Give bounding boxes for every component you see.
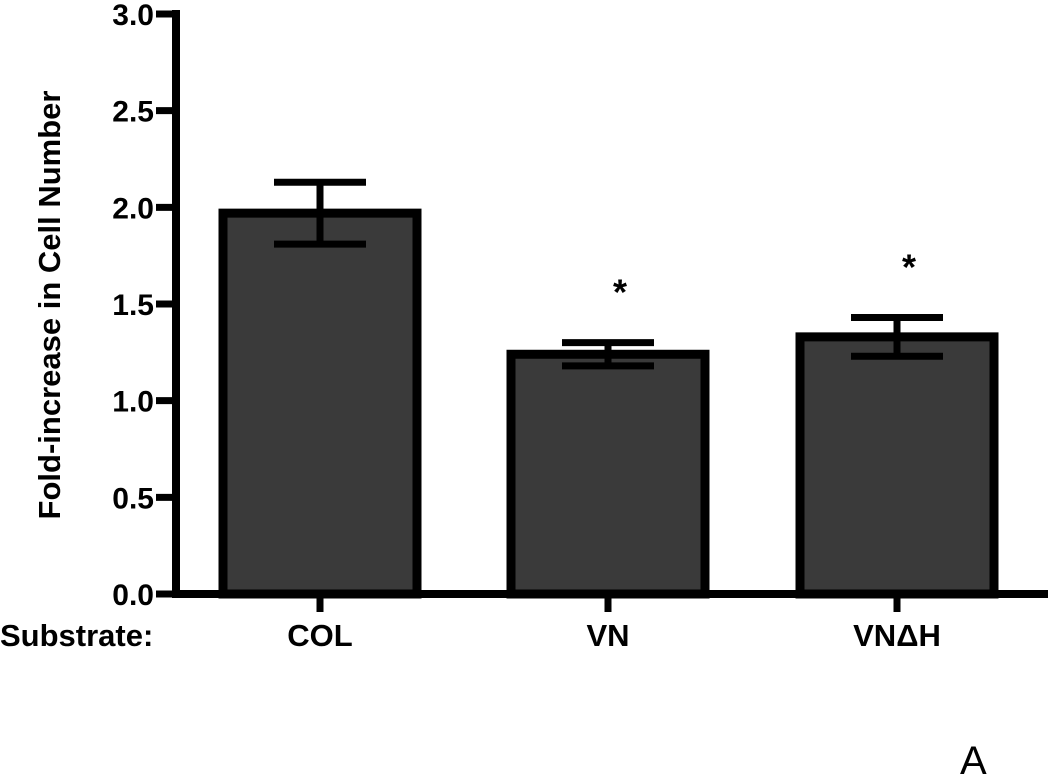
y-tick-label-3: 1.0 [112,386,154,419]
x-axis-label: Substrate: [0,618,153,653]
significance-marker-2: * [613,272,627,313]
significance-marker-3: * [902,247,916,288]
y-tick-label-4: 1.5 [112,289,154,322]
plot-area: COL * VN * VNΔH 0.0 0.5 1.0 1.5 2.0 2.5 3.0 [112,0,1048,653]
x-tick-label-1: COL [287,618,352,653]
bar-1 [218,208,422,599]
y-tick-label-7: 3.0 [112,0,154,32]
y-axis-label: Fold-increase in Cell Number [32,91,67,520]
y-tick-label-5: 2.0 [112,192,154,225]
x-tick-label-3: VNΔH [853,618,941,653]
y-tick-label-2: 0.5 [112,482,154,515]
x-tick-label-2: VN [586,618,629,653]
bar-3 [795,332,999,599]
y-tick-label-1: 0.0 [112,579,154,612]
bar-2 [506,349,710,599]
panel-label: A [960,739,987,776]
y-tick-label-6: 2.5 [112,96,154,129]
